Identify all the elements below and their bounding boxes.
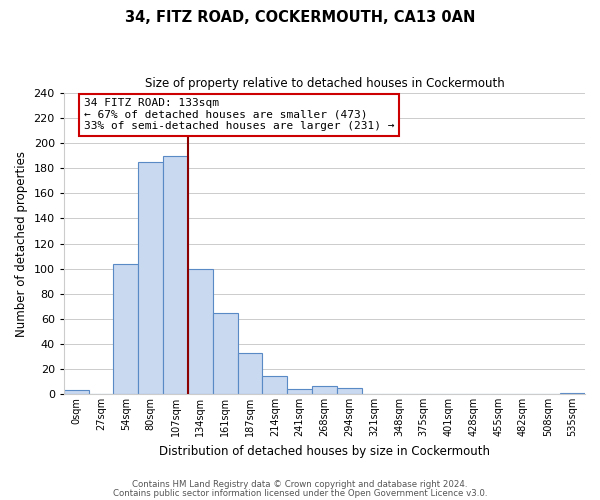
Y-axis label: Number of detached properties: Number of detached properties [15, 150, 28, 336]
Bar [312, 386, 337, 394]
Bar [213, 312, 238, 394]
Bar [188, 268, 213, 394]
Text: Contains public sector information licensed under the Open Government Licence v3: Contains public sector information licen… [113, 490, 487, 498]
Text: 34 FITZ ROAD: 133sqm
← 67% of detached houses are smaller (473)
33% of semi-deta: 34 FITZ ROAD: 133sqm ← 67% of detached h… [83, 98, 394, 132]
Bar [560, 393, 585, 394]
Bar [138, 162, 163, 394]
Bar [113, 264, 138, 394]
Text: 34, FITZ ROAD, COCKERMOUTH, CA13 0AN: 34, FITZ ROAD, COCKERMOUTH, CA13 0AN [125, 10, 475, 25]
X-axis label: Distribution of detached houses by size in Cockermouth: Distribution of detached houses by size … [159, 444, 490, 458]
Bar [238, 352, 262, 394]
Bar [337, 388, 362, 394]
Bar [64, 390, 89, 394]
Text: Contains HM Land Registry data © Crown copyright and database right 2024.: Contains HM Land Registry data © Crown c… [132, 480, 468, 489]
Bar [163, 156, 188, 394]
Bar [287, 389, 312, 394]
Bar [262, 376, 287, 394]
Title: Size of property relative to detached houses in Cockermouth: Size of property relative to detached ho… [145, 78, 504, 90]
